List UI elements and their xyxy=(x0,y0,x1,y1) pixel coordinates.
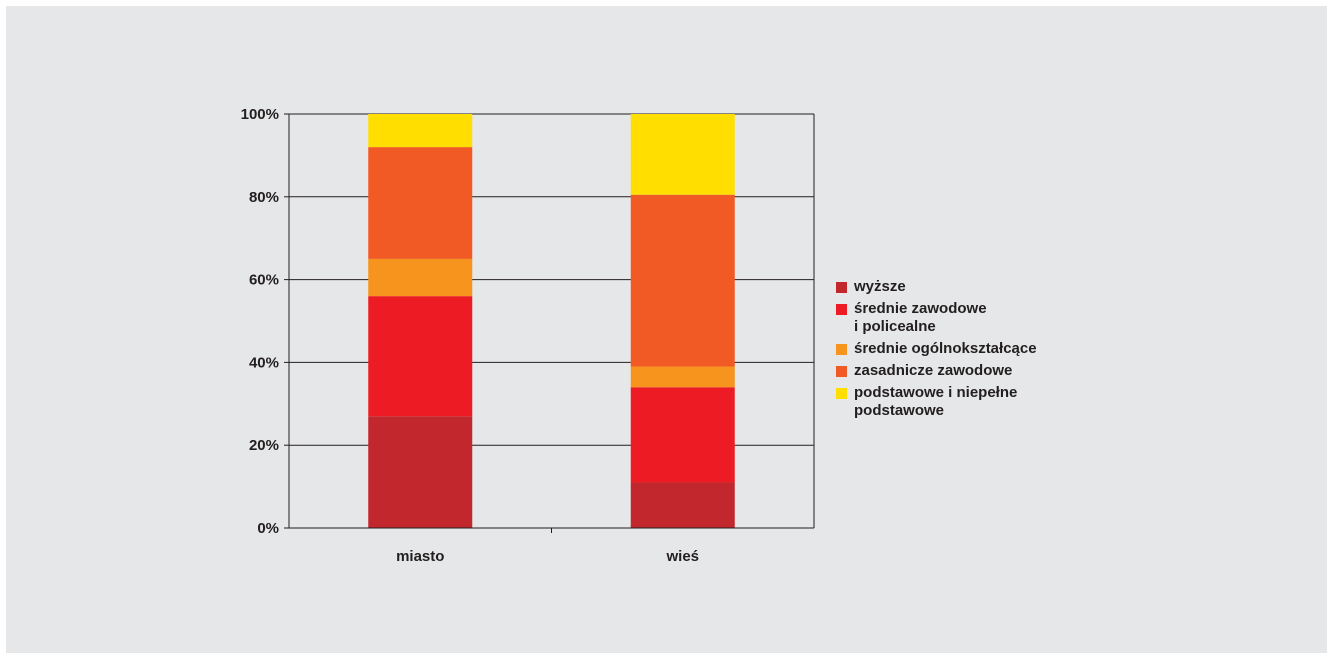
legend-label: średnie zawodowe i policealne xyxy=(854,300,987,335)
x-axis-categories: miasto wieś xyxy=(396,548,699,565)
legend-item: zasadnicze zawodowe xyxy=(836,362,1096,380)
bar-segment xyxy=(368,258,473,297)
bar-segment xyxy=(630,387,735,483)
legend: wyższe średnie zawodowe i policealne średn… xyxy=(836,278,1096,424)
legend-item: średnie zawodowe i policealne xyxy=(836,300,1096,336)
chart-panel: 0% 20% 40% 60% 80% 100% miasto wieś wyższe śred… xyxy=(6,6,1327,653)
legend-swatch xyxy=(836,388,847,399)
legend-swatch xyxy=(836,282,847,293)
y-tick-label: 20% xyxy=(249,437,279,454)
axes xyxy=(288,114,815,533)
legend-item: wyższe xyxy=(836,278,1096,296)
bar-segment xyxy=(368,416,473,528)
bars xyxy=(368,114,735,528)
chart: 0% 20% 40% 60% 80% 100% miasto wieś xyxy=(241,106,815,565)
legend-swatch xyxy=(836,344,847,355)
y-tick-label: 40% xyxy=(249,354,279,371)
y-tick-label: 100% xyxy=(241,106,279,123)
y-axis-ticks: 0% 20% 40% 60% 80% 100% xyxy=(241,106,289,537)
bar-segment xyxy=(630,194,735,367)
legend-swatch xyxy=(836,304,847,315)
y-tick-label: 60% xyxy=(249,272,279,289)
x-category-label: miasto xyxy=(396,548,444,565)
legend-label: zasadnicze zawodowe xyxy=(854,362,1013,379)
x-category-label: wieś xyxy=(665,548,699,565)
y-tick-label: 80% xyxy=(249,189,279,206)
bar-segment xyxy=(368,114,473,148)
legend-item: podstawowe i niepełne podstawowe xyxy=(836,384,1096,420)
bar-segment xyxy=(630,482,735,528)
bar-segment xyxy=(368,147,473,259)
legend-label: podstawowe i niepełne podstawowe xyxy=(854,384,1018,419)
legend-swatch xyxy=(836,366,847,377)
bar-segment xyxy=(630,114,735,195)
bar-segment xyxy=(630,366,735,388)
gridlines xyxy=(289,113,814,446)
y-tick-label: 0% xyxy=(257,520,279,537)
legend-label: wyższe xyxy=(854,278,906,295)
bar-segment xyxy=(368,296,473,417)
legend-label: średnie ogólnokształcące xyxy=(854,340,1037,357)
legend-item: średnie ogólnokształcące xyxy=(836,340,1096,358)
